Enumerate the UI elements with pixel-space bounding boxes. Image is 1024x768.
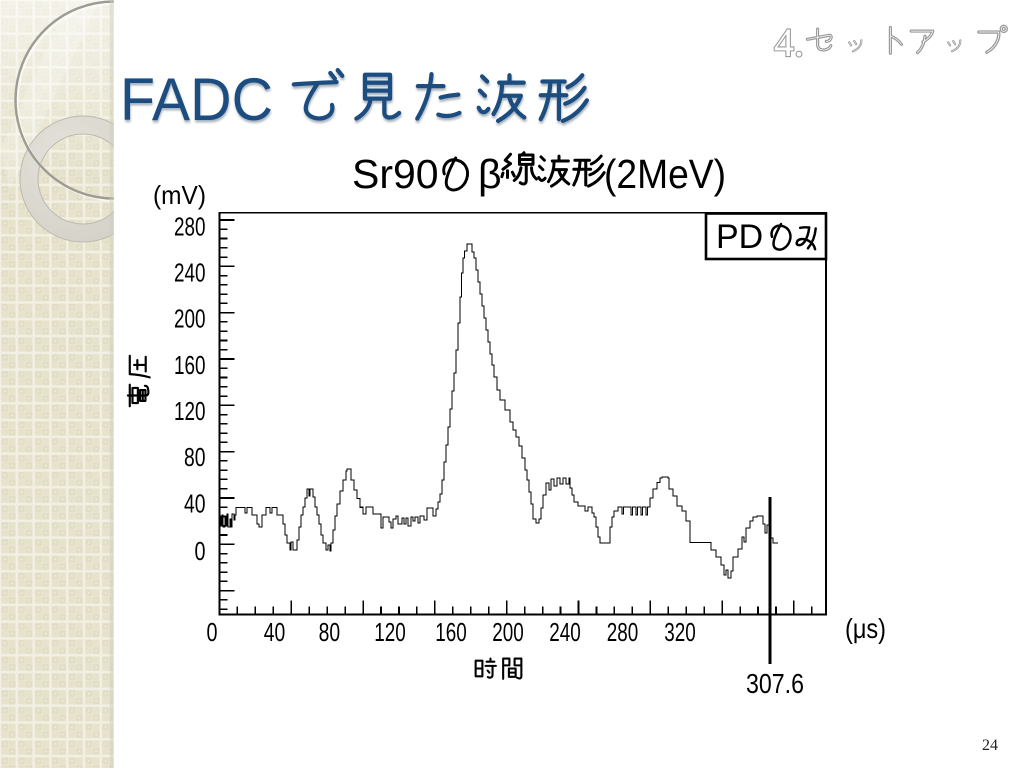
svg-text:240: 240: [549, 617, 581, 647]
svg-text:280: 280: [607, 617, 639, 647]
svg-text:120: 120: [174, 396, 206, 426]
svg-text:200: 200: [174, 304, 206, 334]
svg-text:Sr90: Sr90: [352, 151, 439, 197]
svg-text:(μs): (μs): [845, 613, 886, 644]
svg-text:(2MeV): (2MeV): [604, 151, 726, 197]
svg-text:240: 240: [174, 258, 206, 288]
svg-text:4.: 4.: [774, 20, 804, 65]
svg-text:FADC: FADC: [120, 66, 273, 133]
svg-text:0: 0: [207, 617, 218, 647]
svg-text:24: 24: [982, 737, 998, 754]
svg-text:307.6: 307.6: [746, 668, 804, 699]
svg-text:40: 40: [184, 488, 206, 518]
svg-text:40: 40: [264, 617, 286, 647]
svg-text:160: 160: [435, 617, 467, 647]
svg-text:120: 120: [374, 617, 406, 647]
svg-text:80: 80: [184, 442, 206, 472]
svg-text:280: 280: [174, 212, 206, 242]
svg-text:320: 320: [664, 617, 696, 647]
svg-text:0: 0: [195, 536, 206, 566]
svg-text:PD: PD: [716, 218, 763, 256]
svg-text:200: 200: [492, 617, 524, 647]
svg-text:80: 80: [319, 617, 341, 647]
svg-text:(mV): (mV): [153, 180, 206, 210]
svg-text:β: β: [478, 151, 502, 197]
svg-text:160: 160: [174, 350, 206, 380]
